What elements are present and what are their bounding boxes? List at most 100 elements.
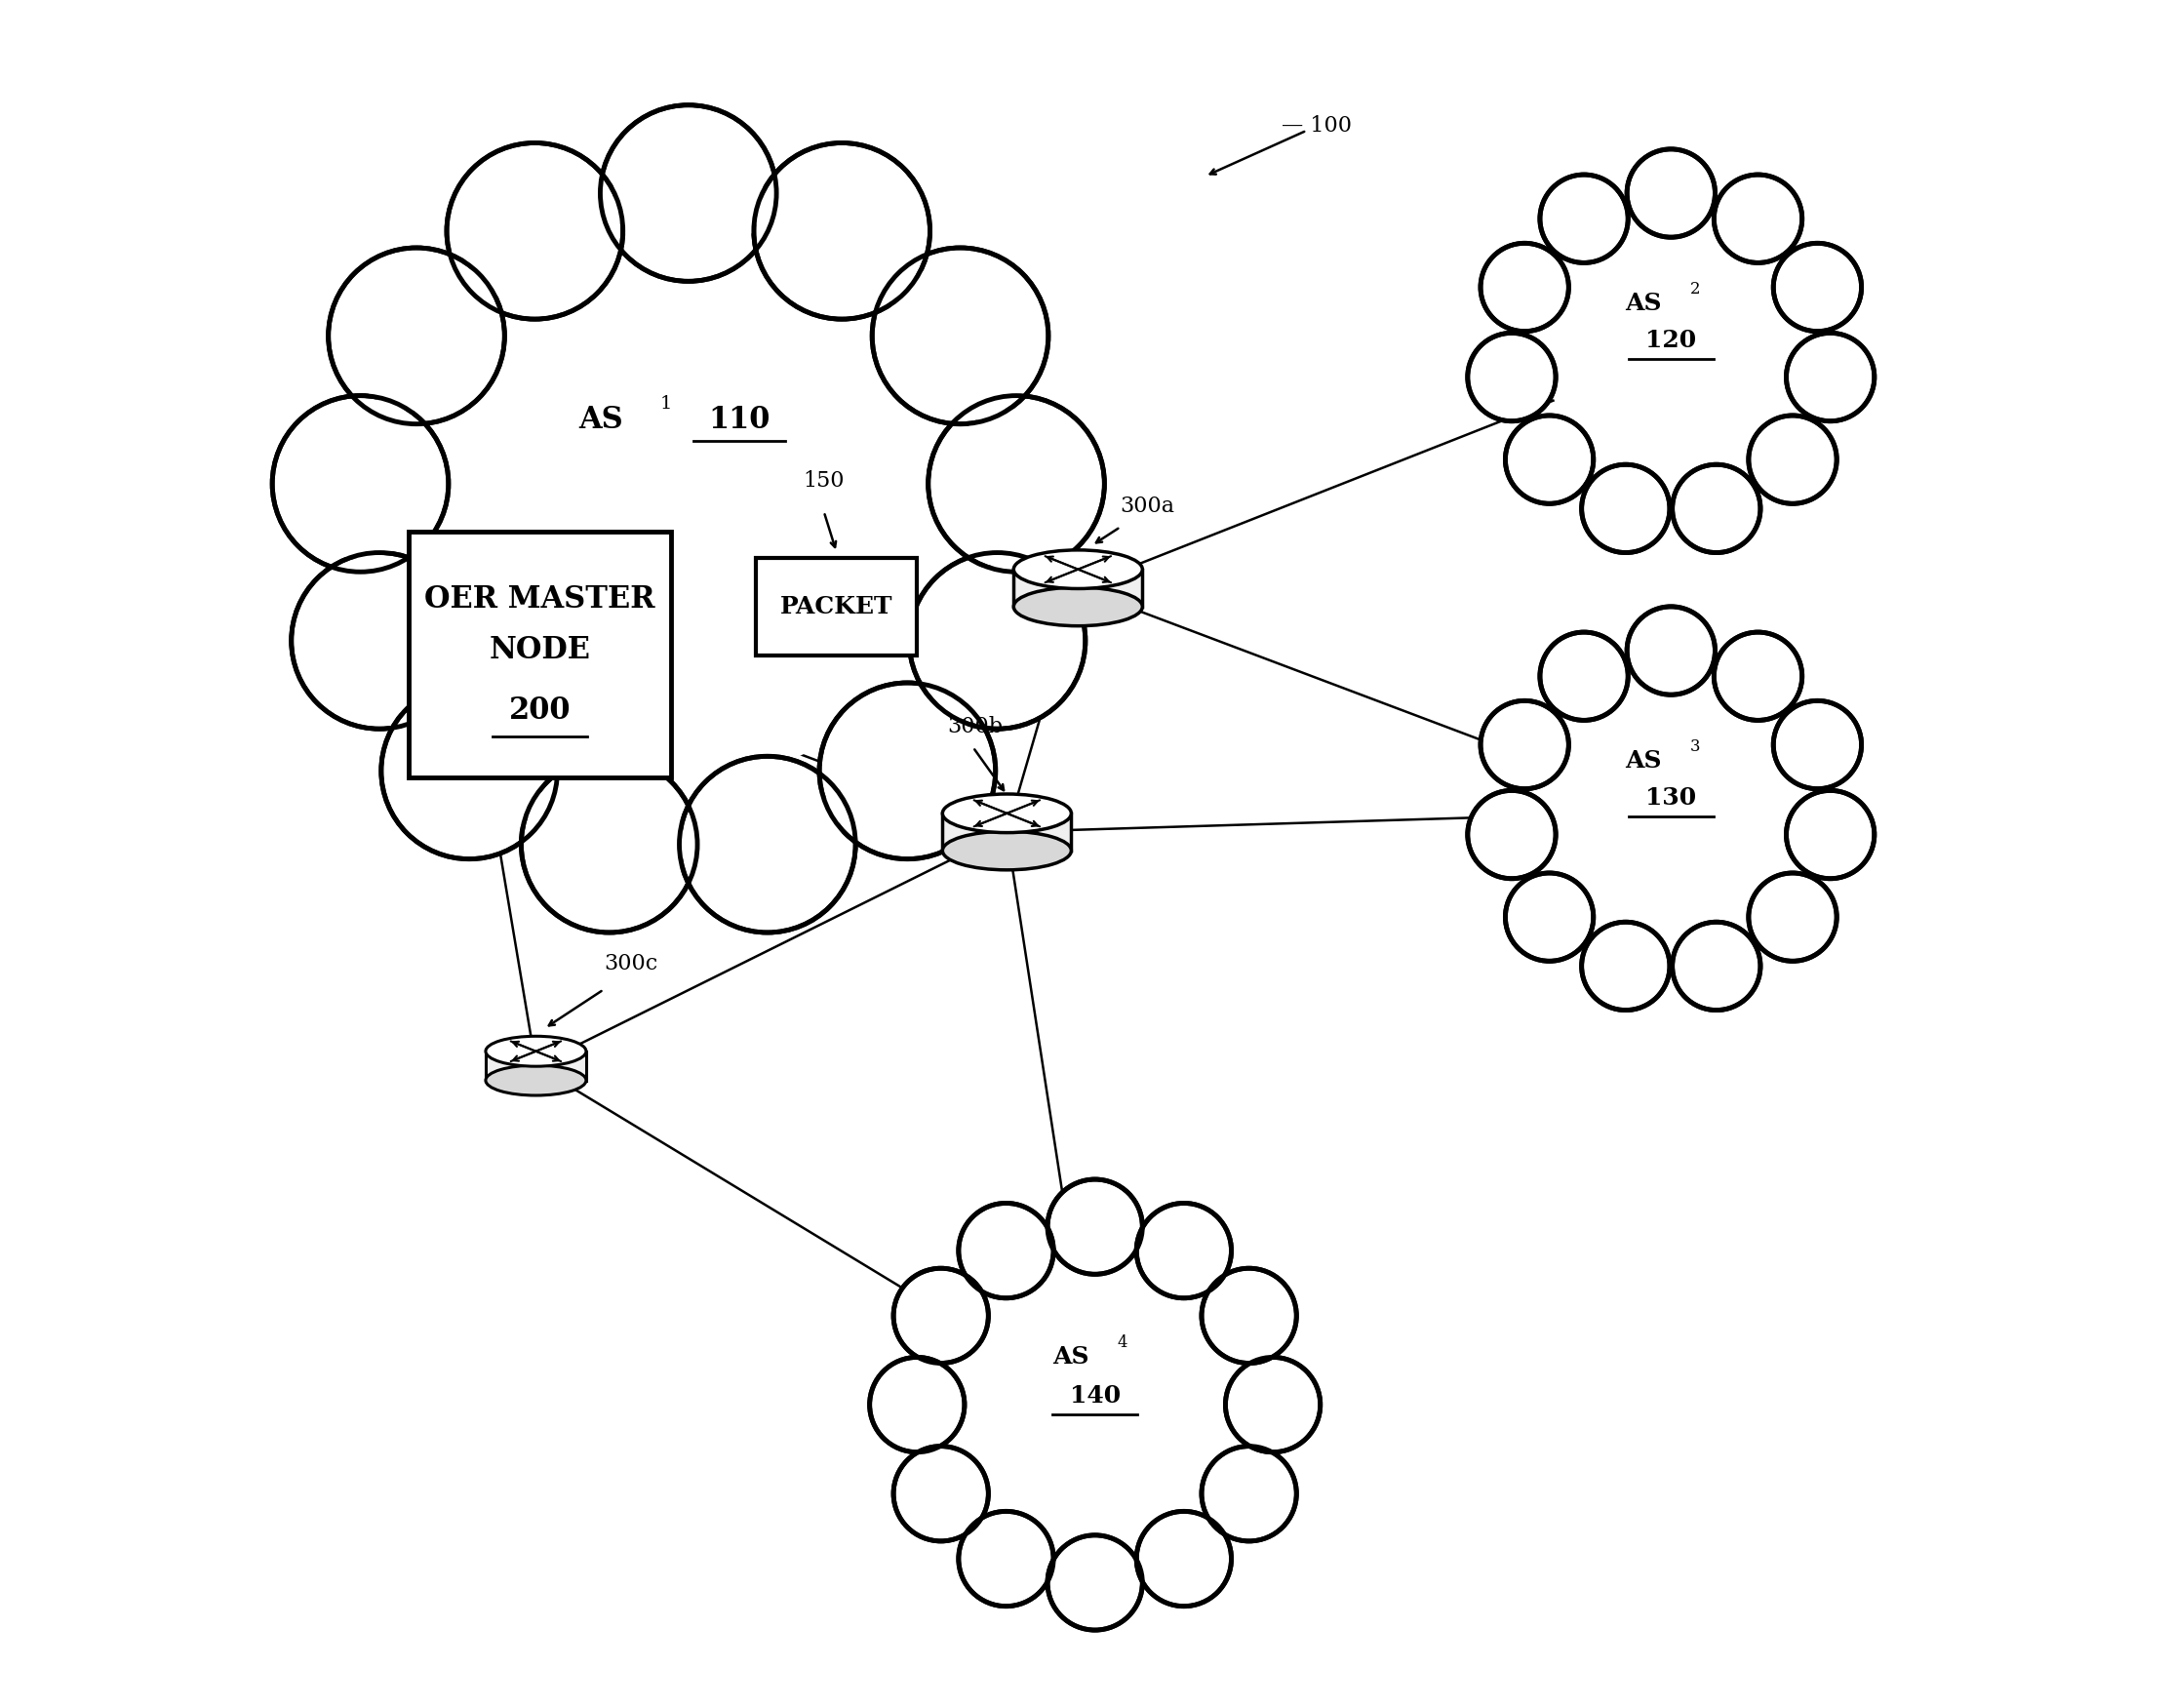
Text: 130: 130 — [1645, 786, 1697, 810]
Ellipse shape — [485, 1037, 587, 1066]
Circle shape — [448, 143, 624, 319]
Circle shape — [754, 143, 930, 319]
Circle shape — [341, 261, 491, 412]
Circle shape — [1506, 415, 1593, 504]
Text: 150: 150 — [804, 470, 845, 492]
Circle shape — [1541, 632, 1628, 721]
Circle shape — [869, 1358, 965, 1452]
Text: — 100: — 100 — [1282, 114, 1352, 137]
Circle shape — [900, 1276, 982, 1356]
Circle shape — [285, 408, 435, 559]
Text: 110: 110 — [708, 405, 769, 436]
Circle shape — [1143, 1211, 1223, 1291]
Circle shape — [1486, 249, 1562, 325]
Circle shape — [1714, 174, 1801, 263]
Ellipse shape — [485, 1066, 587, 1095]
Circle shape — [832, 695, 982, 845]
Circle shape — [908, 553, 1084, 729]
Text: 300c: 300c — [604, 953, 658, 975]
Circle shape — [1143, 1518, 1223, 1599]
FancyBboxPatch shape — [756, 557, 917, 656]
Circle shape — [965, 1211, 1047, 1291]
Ellipse shape — [943, 794, 1071, 832]
Circle shape — [1680, 929, 1754, 1004]
Circle shape — [893, 1269, 989, 1363]
Polygon shape — [485, 1050, 587, 1081]
Circle shape — [941, 408, 1091, 559]
Circle shape — [535, 770, 684, 919]
Circle shape — [958, 1202, 1054, 1298]
Circle shape — [1480, 700, 1569, 789]
Circle shape — [1780, 707, 1856, 782]
Ellipse shape — [943, 832, 1071, 869]
Circle shape — [328, 248, 504, 424]
Circle shape — [1047, 1179, 1143, 1274]
Circle shape — [272, 396, 448, 572]
Circle shape — [1780, 249, 1856, 325]
Text: PACKET: PACKET — [780, 594, 893, 618]
Circle shape — [1473, 798, 1549, 873]
Circle shape — [1547, 181, 1621, 256]
Text: 2: 2 — [1691, 280, 1699, 297]
Circle shape — [1547, 639, 1621, 714]
Circle shape — [1721, 181, 1795, 256]
Circle shape — [1136, 1512, 1232, 1606]
Circle shape — [767, 155, 917, 306]
Circle shape — [1136, 1202, 1232, 1298]
Text: NODE: NODE — [489, 635, 591, 664]
Text: 300a: 300a — [1121, 495, 1176, 518]
Text: AS: AS — [578, 405, 624, 436]
FancyBboxPatch shape — [409, 533, 671, 777]
Circle shape — [819, 683, 995, 859]
Circle shape — [600, 106, 776, 282]
Circle shape — [380, 683, 558, 859]
Circle shape — [1714, 632, 1801, 721]
Circle shape — [1756, 880, 1830, 955]
Circle shape — [291, 553, 467, 729]
Circle shape — [393, 695, 543, 845]
Circle shape — [884, 261, 1034, 412]
Circle shape — [1588, 929, 1662, 1004]
Text: AS: AS — [1625, 292, 1662, 314]
Circle shape — [928, 396, 1104, 572]
Circle shape — [1582, 465, 1669, 553]
Circle shape — [1582, 922, 1669, 1009]
Circle shape — [461, 155, 611, 306]
Ellipse shape — [1013, 550, 1143, 589]
Circle shape — [1793, 340, 1869, 415]
Circle shape — [1545, 687, 1797, 938]
Circle shape — [1202, 1447, 1297, 1541]
Circle shape — [958, 1512, 1054, 1606]
Circle shape — [876, 1365, 958, 1445]
Circle shape — [1634, 613, 1708, 688]
Circle shape — [1673, 465, 1760, 553]
Circle shape — [1673, 922, 1760, 1009]
Circle shape — [1545, 229, 1797, 480]
Circle shape — [1634, 155, 1708, 231]
Circle shape — [1226, 1358, 1321, 1452]
Circle shape — [1232, 1365, 1312, 1445]
Circle shape — [1749, 415, 1836, 504]
Circle shape — [1773, 243, 1862, 331]
Text: 4: 4 — [1117, 1334, 1128, 1351]
Circle shape — [1512, 880, 1586, 955]
Circle shape — [1756, 422, 1830, 497]
Circle shape — [522, 757, 698, 933]
Circle shape — [1793, 798, 1869, 873]
Circle shape — [1786, 333, 1875, 422]
Circle shape — [1721, 639, 1795, 714]
Circle shape — [1047, 1535, 1143, 1629]
Circle shape — [893, 1447, 989, 1541]
Circle shape — [1588, 471, 1662, 547]
Circle shape — [1749, 873, 1836, 962]
Circle shape — [1628, 149, 1714, 237]
Circle shape — [304, 565, 454, 716]
Circle shape — [1208, 1276, 1289, 1356]
Circle shape — [1786, 791, 1875, 878]
Circle shape — [1467, 791, 1556, 878]
Circle shape — [613, 118, 763, 268]
Circle shape — [1480, 243, 1569, 331]
Circle shape — [1773, 700, 1862, 789]
Circle shape — [1506, 873, 1593, 962]
Circle shape — [1208, 1454, 1289, 1534]
